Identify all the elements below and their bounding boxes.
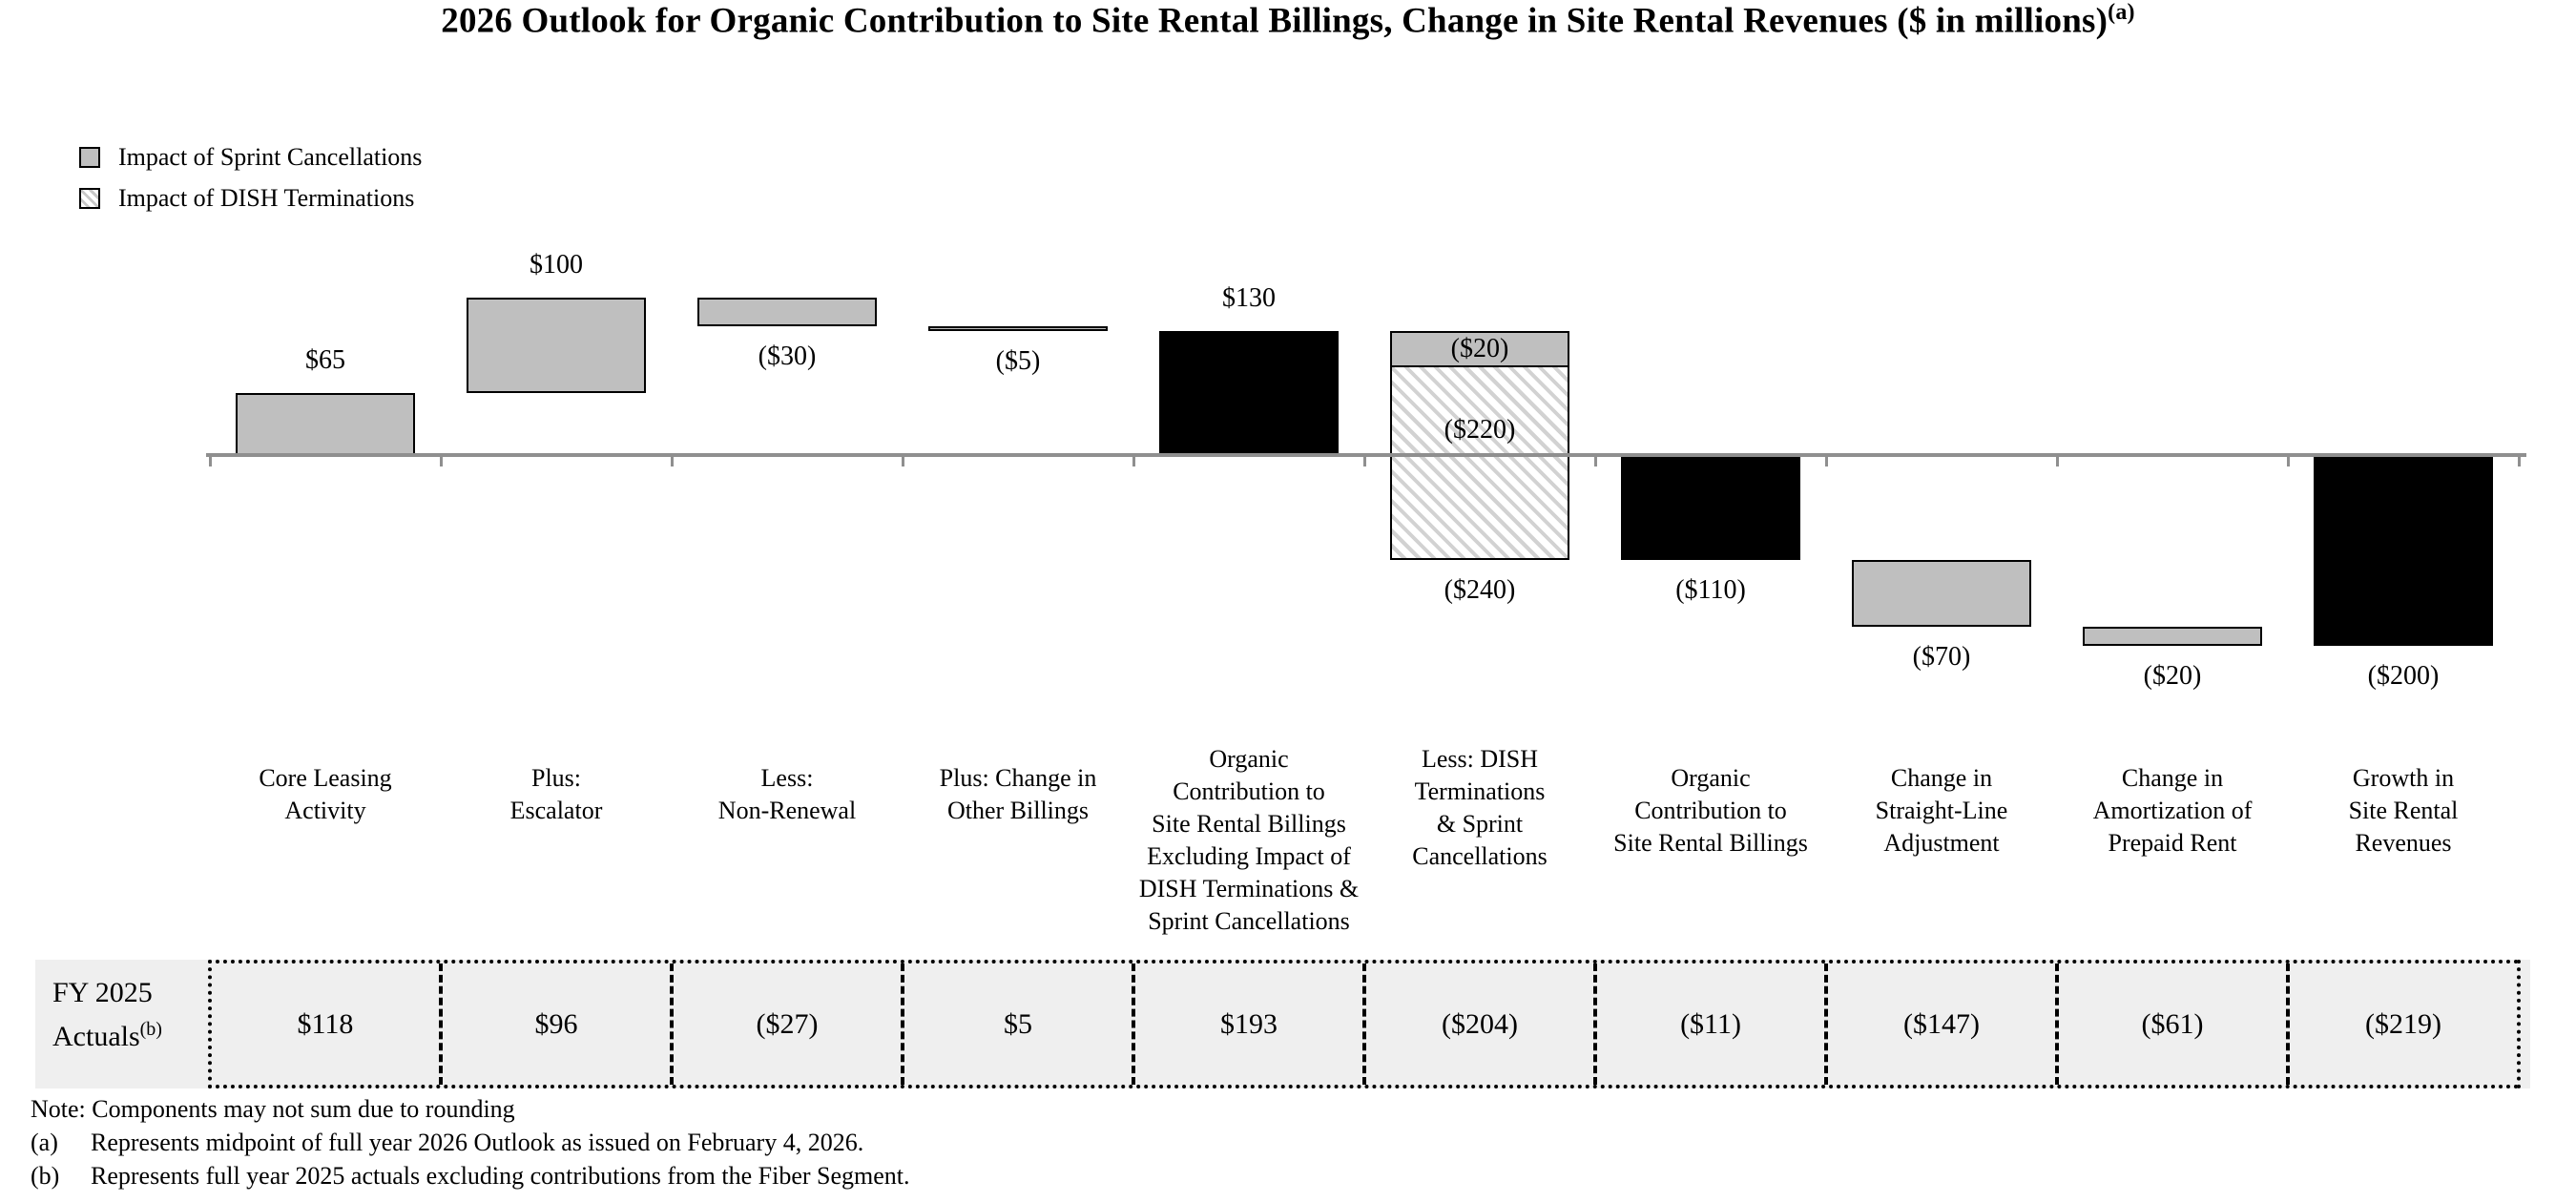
value-label-change-in-straight-line-adjustment: ($70) — [1912, 642, 1971, 672]
value-label-plus-change-in-other-billings: ($5) — [995, 346, 1041, 376]
legend-swatch-gray-icon — [79, 147, 100, 168]
footnote-a-text: Represents midpoint of full year 2026 Ou… — [91, 1129, 864, 1156]
category-label-organic-contribution-to-site-rental-billings-excluding-impact-of-dish-terminations-sprint-cancellations: Organic Contribution to Site Rental Billin… — [1138, 745, 1360, 935]
bar-less-non-renewal — [697, 298, 877, 326]
legend-swatch-hatch-icon — [79, 188, 100, 209]
x-axis-tick — [2518, 453, 2521, 466]
legend-item-dish-terminations: Impact of DISH Terminations — [79, 184, 415, 212]
fy-actuals-cell-growth-in-site-rental-revenues: ($219) — [2286, 964, 2517, 1085]
category-label-plus-change-in-other-billings: Plus: Change in Other Billings — [939, 764, 1097, 824]
bar-change-in-straight-line-adjustment — [1852, 560, 2031, 627]
value-label-growth-in-site-rental-revenues: ($200) — [2367, 661, 2440, 691]
footnote-b-text: Represents full year 2025 actuals exclud… — [91, 1162, 910, 1190]
x-axis-tick — [2287, 453, 2290, 466]
bar-segment-sprint: ($20) — [1392, 333, 1568, 367]
chart-title: 2026 Outlook for Organic Contribution to… — [0, 0, 2576, 41]
x-axis-line — [206, 453, 2526, 457]
chart-title-footnote-marker: (a) — [2108, 0, 2135, 25]
bar-growth-in-site-rental-revenues — [2314, 455, 2493, 646]
value-label-change-in-amortization-of-prepaid-rent: ($20) — [2143, 661, 2202, 691]
x-axis-tick — [671, 453, 674, 466]
legend-label: Impact of Sprint Cancellations — [118, 143, 423, 171]
x-axis-tick — [2056, 453, 2059, 466]
fy-actuals-cell-change-in-amortization-of-prepaid-rent: ($61) — [2055, 964, 2286, 1085]
footnote-b-marker: (b) — [31, 1162, 60, 1190]
value-label-organic-contribution-to-site-rental-billings: ($110) — [1675, 575, 1746, 605]
fy-actuals-row-label: FY 2025 Actuals(b) — [52, 977, 162, 1052]
category-label-less-non-renewal: Less: Non-Renewal — [717, 764, 857, 824]
bar-core-leasing-activity — [236, 393, 415, 455]
fy-actuals-cell-less-non-renewal: ($27) — [670, 964, 901, 1085]
fy-footnote-marker: (b) — [139, 1019, 162, 1040]
fy-actuals-cell-change-in-straight-line-adjustment: ($147) — [1824, 964, 2055, 1085]
category-label-growth-in-site-rental-revenues: Growth in Site Rental Revenues — [2348, 764, 2459, 857]
fy-actuals-cell-core-leasing-activity: $118 — [297, 1007, 354, 1040]
category-label-core-leasing-activity: Core Leasing Activity — [259, 764, 392, 824]
chart-title-text: 2026 Outlook for Organic Contribution to… — [441, 1, 2109, 41]
bar-segment-dish: ($220) — [1392, 367, 1568, 558]
fy-actuals-cell-organic-contribution-to-site-rental-billings-excluding-impact-of-dish-terminations-sprint-cancellations: $193 — [1132, 964, 1362, 1085]
fy-actuals-row-background — [35, 960, 2530, 1088]
legend-item-sprint-cancellations: Impact of Sprint Cancellations — [79, 143, 423, 171]
fy-actuals-cell-organic-contribution-to-site-rental-billings: ($11) — [1593, 964, 1824, 1085]
x-axis-tick — [1594, 453, 1597, 466]
category-label-less-dish-terminations-sprint-cancellations: Less: DISH Terminations & Sprint Cancellati… — [1412, 745, 1548, 870]
bar-plus-change-in-other-billings — [928, 326, 1108, 331]
fy-actuals-cell-plus-escalator: $96 — [439, 964, 670, 1085]
rounding-note: Note: Components may not sum due to roun… — [31, 1095, 515, 1123]
x-axis-tick — [1363, 453, 1366, 466]
bar-organic-contribution-to-site-rental-billings-excluding-impact-of-dish-terminations-sprint-cancellations — [1159, 331, 1339, 455]
legend-label: Impact of DISH Terminations — [118, 184, 415, 212]
x-axis-tick — [440, 453, 443, 466]
bar-change-in-amortization-of-prepaid-rent — [2083, 627, 2262, 646]
footnote-b: (b) Represents full year 2025 actuals exc… — [31, 1162, 910, 1191]
value-label-core-leasing-activity: $65 — [305, 345, 345, 375]
fy-actuals-cell-plus-change-in-other-billings: $5 — [901, 964, 1132, 1085]
bar-plus-escalator — [467, 298, 646, 393]
fy-actuals-cell-less-dish-terminations-sprint-cancellations: ($204) — [1362, 964, 1593, 1085]
x-axis-tick — [1132, 453, 1135, 466]
category-label-change-in-amortization-of-prepaid-rent: Change in Amortization of Prepaid Rent — [2092, 764, 2253, 857]
bar-organic-contribution-to-site-rental-billings — [1621, 455, 1800, 560]
footnote-a-marker: (a) — [31, 1129, 58, 1156]
fy-actuals-value-row: $118 $96 ($27) $5 $193 ($204) ($11) ($147) ($61)… — [208, 960, 2521, 1088]
footnote-a: (a) Represents midpoint of full year 2026… — [31, 1129, 863, 1157]
value-label-less-dish-terminations-sprint-cancellations: ($240) — [1444, 575, 1516, 605]
bar-less-dish-terminations-sprint-cancellations: ($20) ($220) — [1390, 331, 1569, 560]
value-label-less-non-renewal: ($30) — [758, 342, 817, 371]
category-label-plus-escalator: Plus: Escalator — [509, 764, 603, 824]
segment-label: ($220) — [1444, 415, 1516, 445]
x-axis-tick — [902, 453, 904, 466]
value-label-organic-contribution-to-site-rental-billings-excluding-impact-of-dish-terminations-sprint-cancellations: $130 — [1222, 283, 1276, 313]
category-label-organic-contribution-to-site-rental-billings: Organic Contribution to Site Rental Billin… — [1613, 764, 1808, 857]
x-axis-tick — [209, 453, 212, 466]
x-axis-tick — [1825, 453, 1828, 466]
category-label-change-in-straight-line-adjustment: Change in Straight-Line Adjustment — [1875, 764, 2008, 857]
value-label-plus-escalator: $100 — [530, 250, 583, 280]
